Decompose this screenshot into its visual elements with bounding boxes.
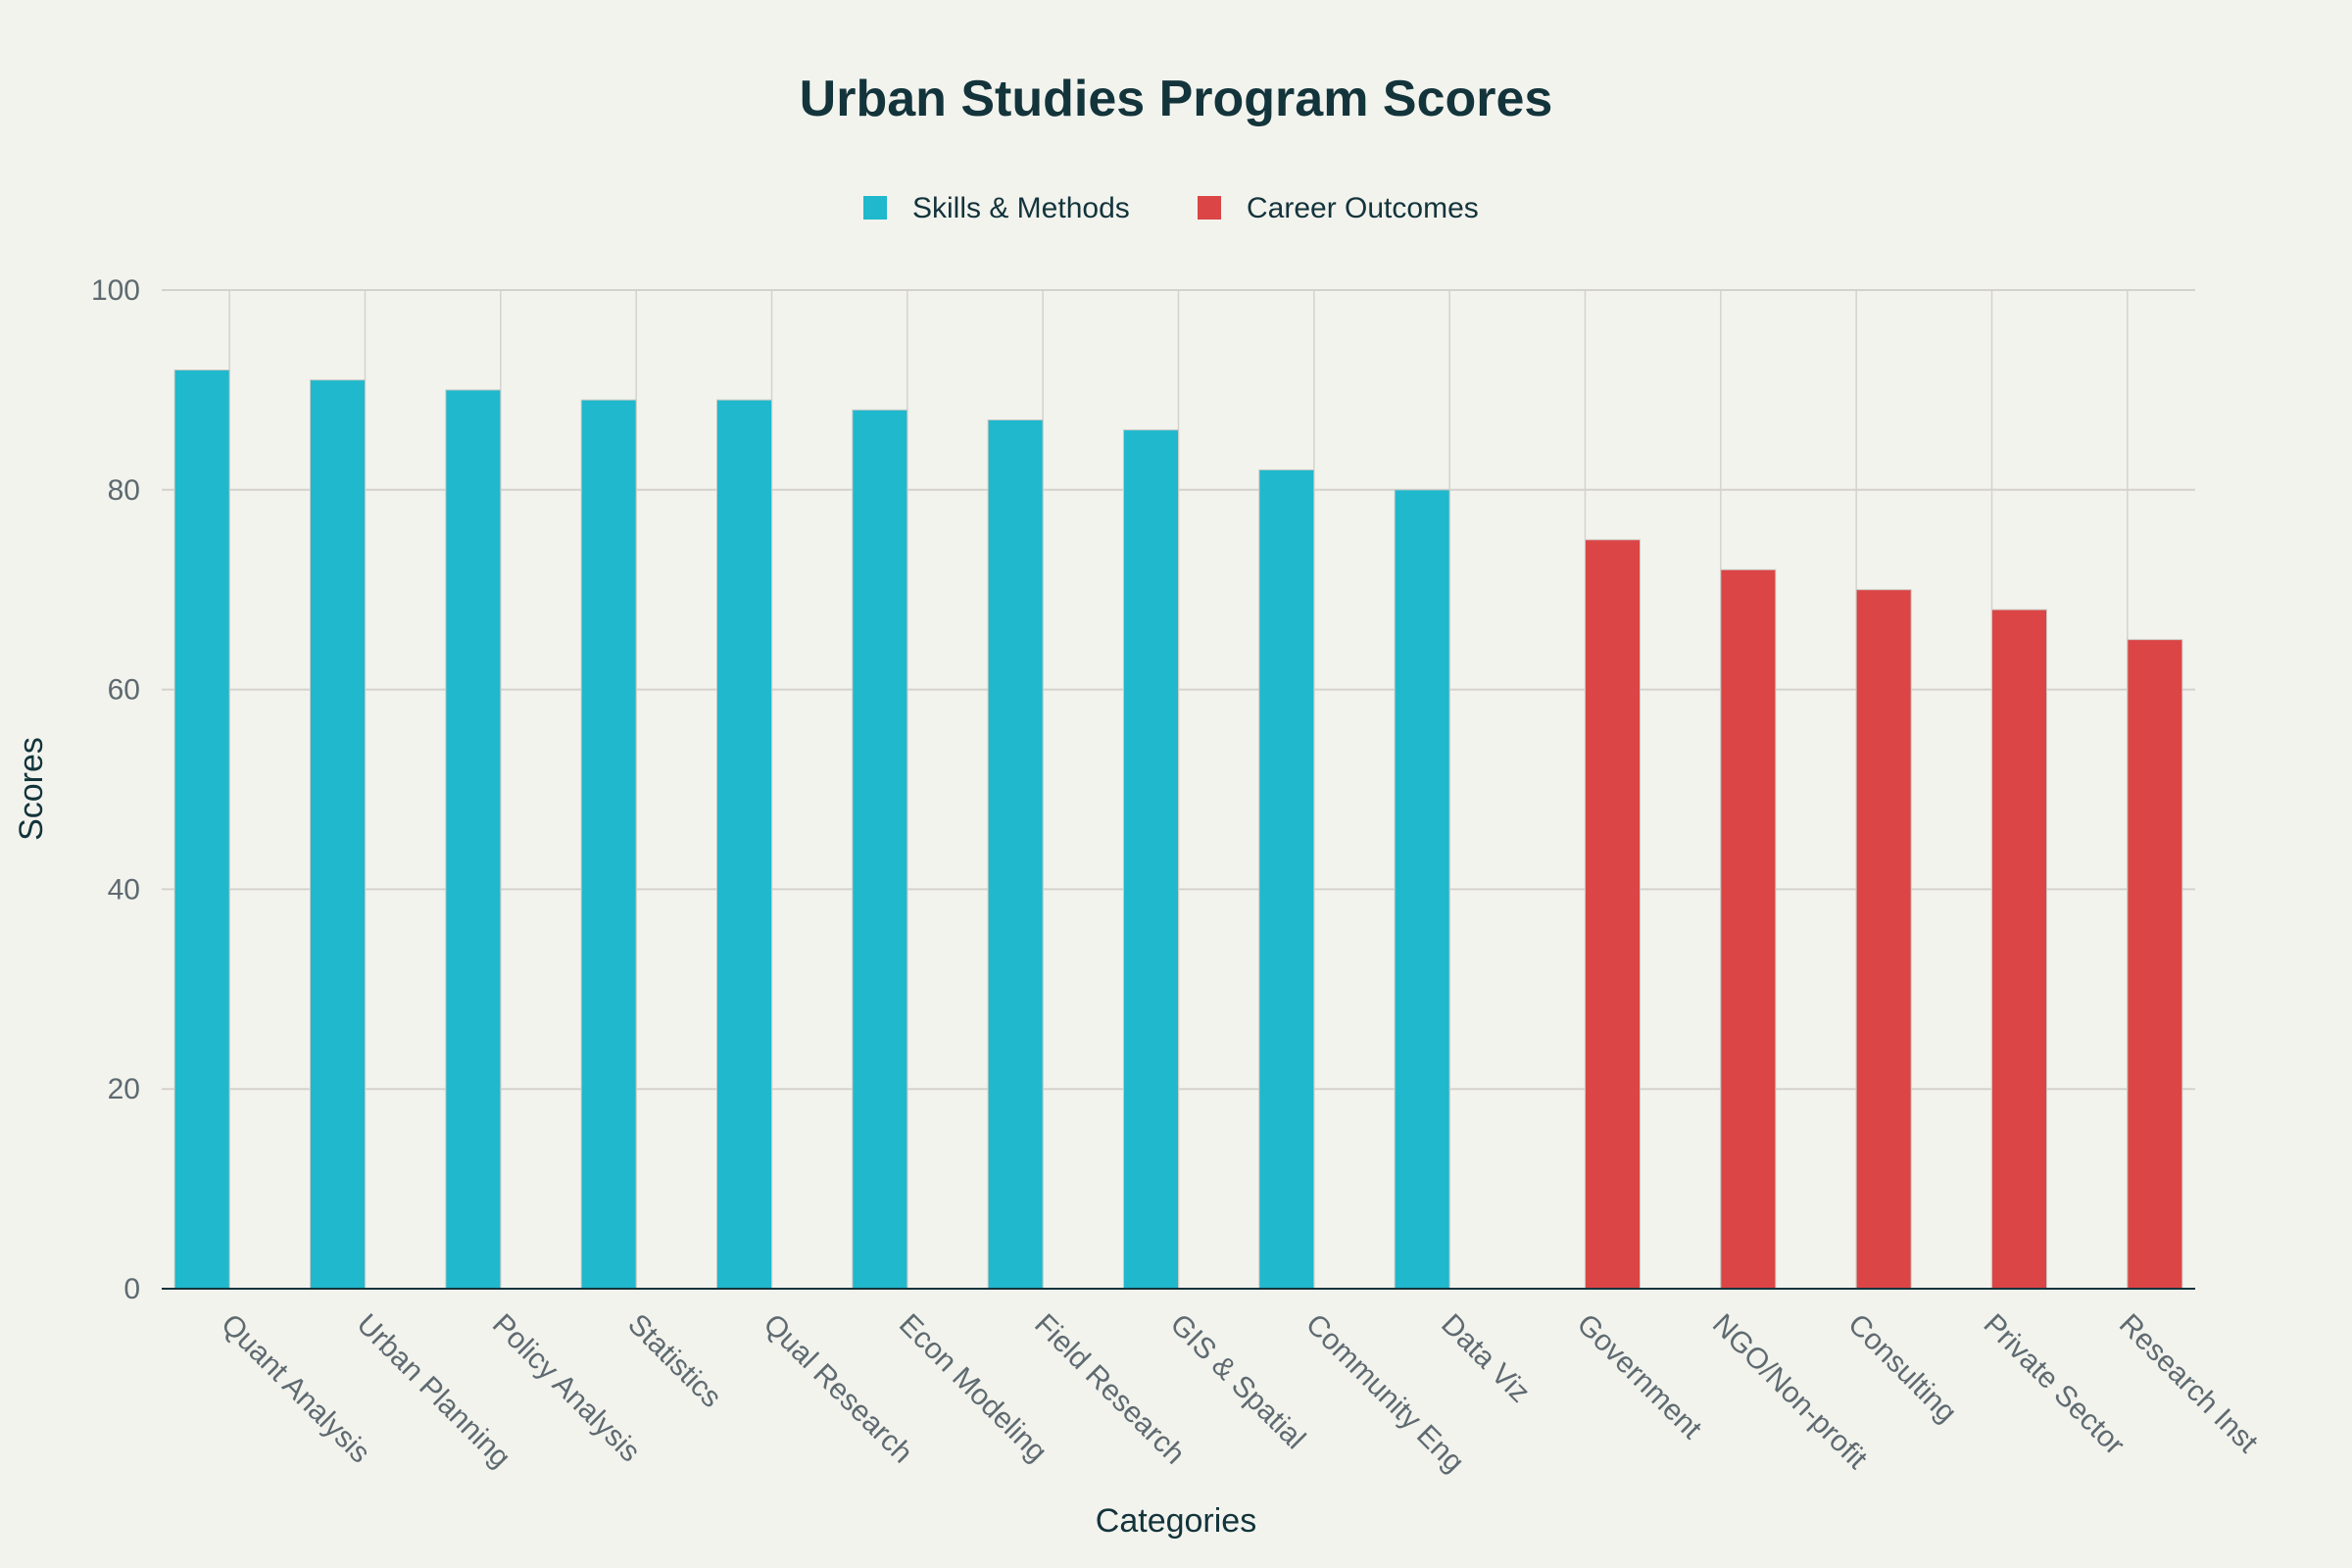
y-axis-title: Scores	[13, 737, 50, 841]
x-tick-label: Data Viz	[1435, 1308, 1536, 1409]
bar-career[interactable]	[1720, 568, 1777, 1290]
x-tick-label: Government	[1571, 1308, 1709, 1446]
x-axis-title: Categories	[1096, 1502, 1256, 1540]
y-tick-label: 80	[108, 474, 140, 507]
bar-career[interactable]	[1585, 539, 1641, 1290]
y-tick-label: 100	[91, 274, 140, 307]
x-tick-label: Research Inst	[2113, 1308, 2265, 1460]
bar-skills[interactable]	[987, 418, 1044, 1290]
bar-career[interactable]	[1855, 589, 1912, 1290]
bar-skills[interactable]	[445, 389, 502, 1290]
y-tick-label: 40	[108, 873, 140, 906]
bar-skills[interactable]	[1123, 429, 1179, 1290]
bar-skills[interactable]	[716, 399, 772, 1290]
y-tick-label: 20	[108, 1073, 140, 1105]
bar-skills[interactable]	[173, 369, 230, 1290]
y-axis-ticks: 0 20 40 60 80 100	[91, 274, 140, 1305]
legend-label-skills[interactable]: Skills & Methods	[912, 192, 1130, 224]
y-tick-label: 60	[108, 674, 140, 707]
bar-skills[interactable]	[1258, 468, 1315, 1290]
x-tick-label: GIS & Spatial	[1164, 1308, 1312, 1456]
bar-career[interactable]	[2127, 639, 2183, 1290]
x-tick-label: Consulting	[1841, 1308, 1963, 1430]
x-tick-label: Statistics	[621, 1308, 727, 1414]
bar-skills[interactable]	[310, 379, 366, 1290]
bars	[173, 369, 2183, 1290]
bar-skills[interactable]	[852, 409, 908, 1290]
bar-skills[interactable]	[1394, 489, 1450, 1290]
bar-skills[interactable]	[580, 399, 637, 1290]
bar-career[interactable]	[1991, 609, 2047, 1290]
legend: Skills & Methods Career Outcomes	[863, 192, 1479, 224]
x-tick-label: Private Sector	[1978, 1308, 2132, 1462]
legend-label-career[interactable]: Career Outcomes	[1247, 192, 1479, 224]
legend-swatch-skills	[863, 196, 887, 220]
y-tick-label: 0	[123, 1273, 140, 1305]
legend-swatch-career	[1198, 196, 1221, 220]
chart-title: Urban Studies Program Scores	[800, 71, 1553, 127]
